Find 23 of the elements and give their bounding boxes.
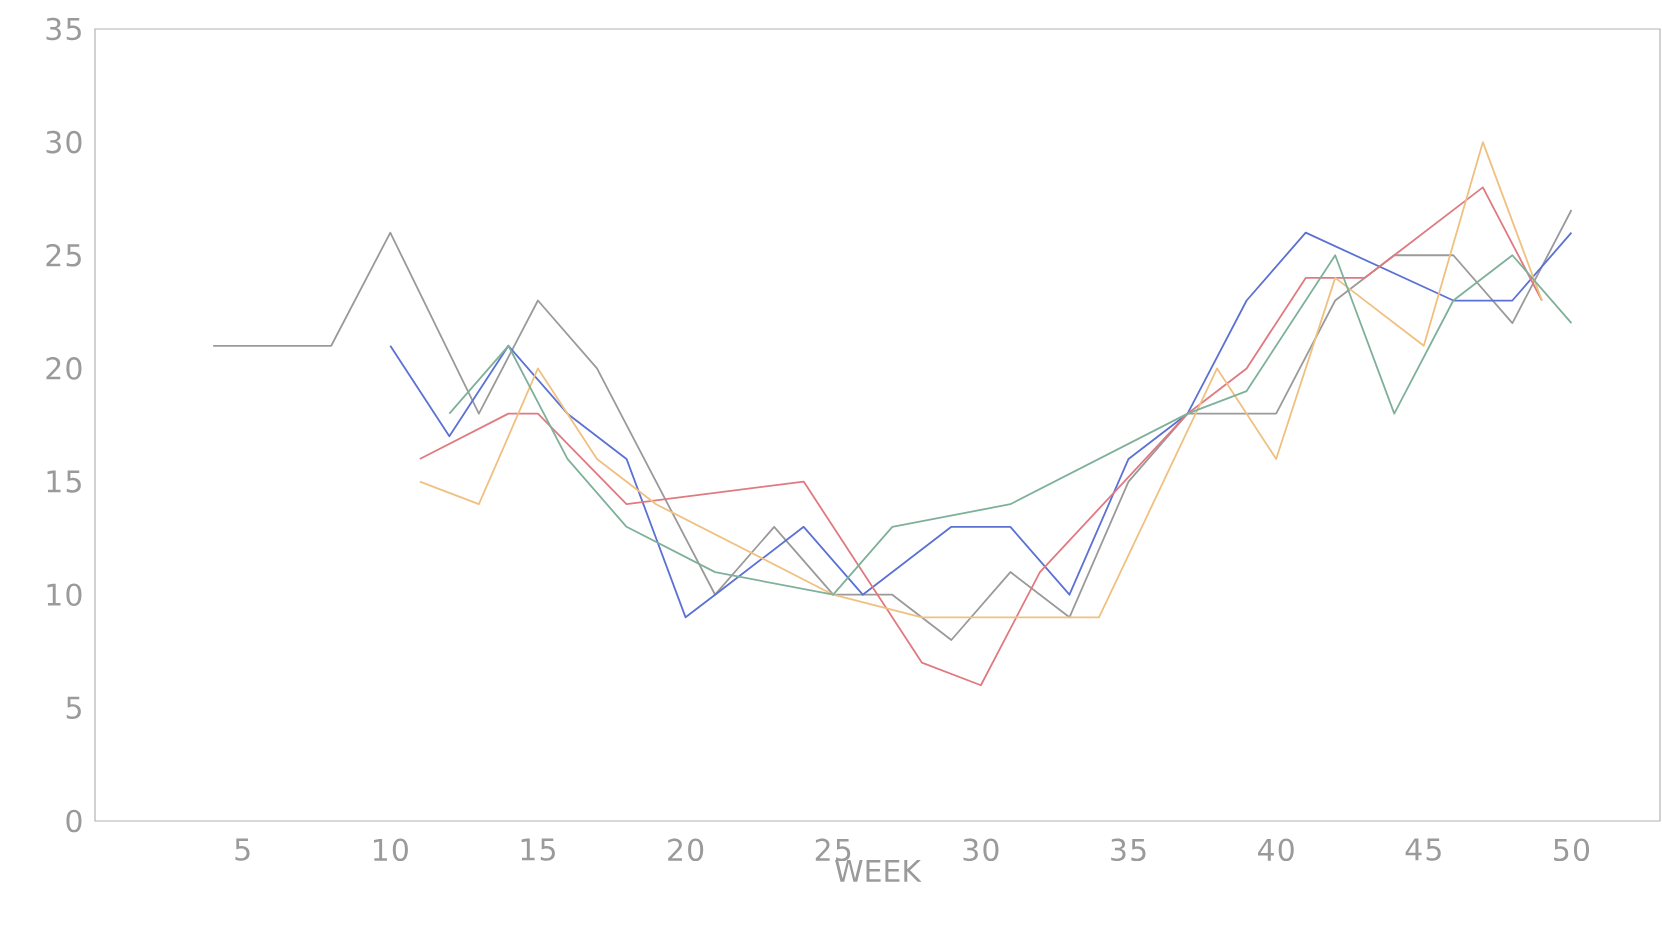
- x-tick-label: 30: [963, 838, 999, 862]
- line-series: [418, 141, 1543, 619]
- y-tick-label: 35: [46, 17, 81, 41]
- x-tick-label: 40: [1257, 838, 1294, 862]
- y-tick-label: 0: [66, 809, 82, 833]
- x-axis-title: WEEK: [835, 859, 922, 882]
- x-tick-label: 15: [521, 838, 555, 861]
- x-tick-label: 35: [1111, 838, 1146, 862]
- y-tick-label: 30: [46, 130, 82, 154]
- y-tick-label: 25: [46, 243, 81, 267]
- x-tick-label: 10: [373, 838, 408, 862]
- y-tick-label: 10: [47, 583, 82, 607]
- x-tick-label: 50: [1554, 838, 1590, 862]
- y-tick-label: 20: [46, 357, 82, 380]
- y-tick-label: 15: [47, 470, 81, 493]
- y-tick-label: 5: [66, 696, 81, 719]
- line-series: [212, 209, 1573, 641]
- x-tick-label: 5: [235, 838, 250, 861]
- x-tick-label: 20: [668, 838, 704, 862]
- line-series: [389, 231, 1573, 619]
- line-series: [448, 254, 1573, 596]
- x-tick-label: 45: [1405, 838, 1441, 861]
- line-series: [418, 186, 1543, 687]
